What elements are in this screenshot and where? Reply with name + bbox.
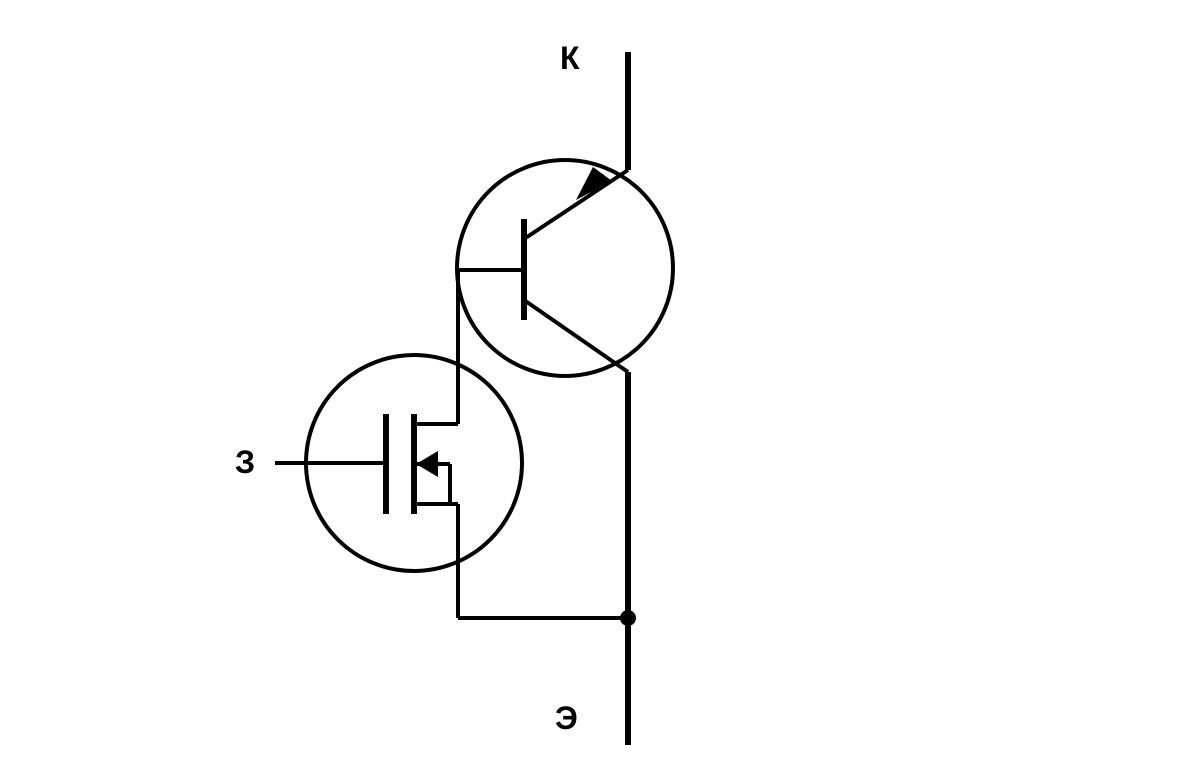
collector-label: К [560,40,580,77]
junction-dot-icon [620,610,636,626]
circuit-diagram [0,0,1200,770]
mosfet-body-arrow-icon [416,451,438,477]
bjt-emitter-arrow-icon [576,167,612,200]
emitter-label: Э [555,700,578,737]
bjt-emitter-line [524,170,628,239]
gate-label: З [235,444,255,481]
bjt-collector-line [524,300,628,372]
